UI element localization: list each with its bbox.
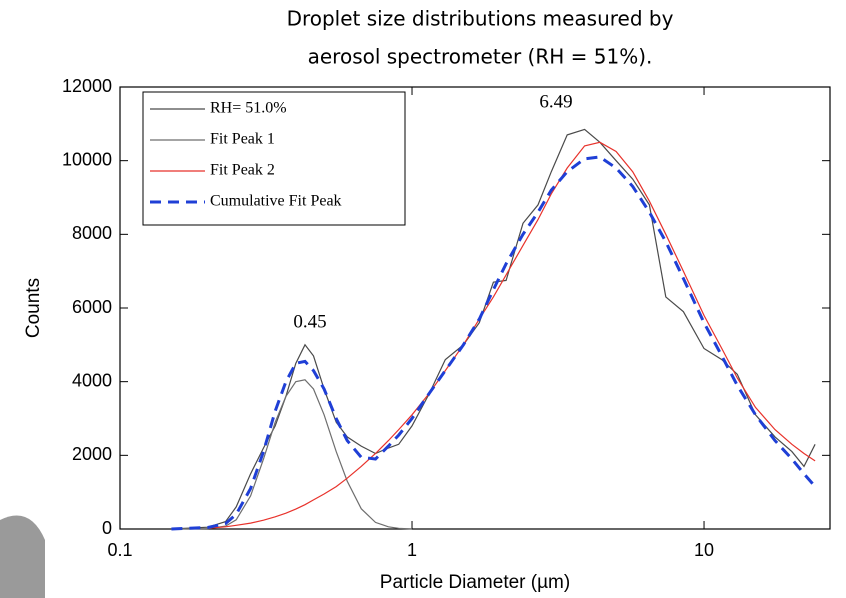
chart-title: Droplet size distributions measured by (287, 7, 674, 31)
x-axis-label: Particle Diameter (µm) (380, 572, 570, 593)
x-tick-label: 10 (694, 540, 714, 560)
y-tick-label: 10000 (62, 149, 112, 169)
x-tick-label: 0.1 (107, 540, 132, 560)
x-tick-label: 1 (407, 540, 417, 560)
y-tick-label: 6000 (72, 297, 112, 317)
legend-label: Cumulative Fit Peak (210, 193, 342, 210)
legend-label: Fit Peak 2 (210, 162, 275, 179)
series-line (171, 379, 413, 530)
legend-label: RH= 51.0% (210, 100, 287, 117)
y-axis-label: Counts (23, 278, 44, 338)
y-tick-label: 8000 (72, 223, 112, 243)
y-tick-label: 2000 (72, 444, 112, 464)
legend-label: Fit Peak 1 (210, 131, 275, 148)
chart-subtitle: aerosol spectrometer (RH = 51%). (308, 45, 653, 69)
y-tick-label: 4000 (72, 370, 112, 390)
y-tick-label: 0 (102, 518, 112, 538)
background-fragment (0, 515, 45, 598)
y-tick-label: 12000 (62, 76, 112, 96)
annotation: 6.49 (539, 91, 572, 112)
series-line (171, 155, 817, 531)
annotation: 0.45 (293, 311, 326, 332)
